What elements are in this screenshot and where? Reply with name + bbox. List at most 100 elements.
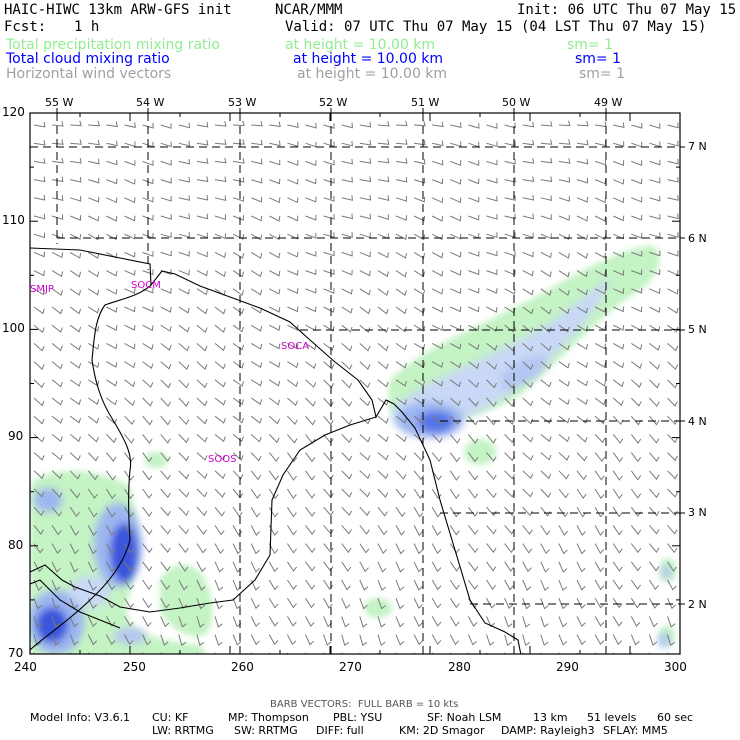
wind-barb	[69, 561, 79, 573]
wind-barb	[70, 139, 82, 145]
wind-barb	[594, 579, 605, 591]
wind-barb	[341, 634, 350, 647]
wind-barb	[359, 213, 372, 220]
wind-barb	[612, 197, 625, 204]
wind-barb	[594, 415, 606, 425]
wind-barb	[250, 324, 263, 332]
wind-barb	[612, 525, 623, 536]
wind-barb	[359, 488, 371, 498]
wind-barb	[51, 343, 63, 352]
wind-barb	[323, 159, 335, 166]
wind-barb	[522, 176, 535, 183]
wind-barb	[504, 213, 516, 220]
station-label: SOCA	[281, 341, 310, 352]
wind-barb	[341, 343, 353, 352]
wind-barb	[612, 415, 624, 426]
wind-barb	[214, 361, 226, 370]
wind-barb	[504, 579, 514, 591]
lat-label: 6 N	[688, 232, 707, 245]
km-scheme: KM: 2D Smagor	[399, 724, 485, 737]
y-tick-label: 80	[8, 538, 24, 552]
wind-barb	[449, 616, 460, 627]
wind-barb	[377, 306, 389, 315]
wind-barb	[305, 160, 317, 167]
wind-barb	[51, 214, 64, 220]
wind-barb	[468, 543, 479, 554]
wind-barb	[576, 397, 588, 406]
wind-barb	[594, 288, 607, 295]
wind-barb	[395, 561, 405, 573]
lat-label: 2 N	[688, 598, 707, 611]
wind-barb	[558, 177, 571, 183]
wind-barb	[51, 415, 63, 424]
wind-barb	[88, 215, 100, 222]
wind-barb	[504, 488, 516, 498]
wind-barb	[269, 324, 281, 331]
wind-barb	[323, 452, 334, 462]
wind-barb	[142, 415, 153, 426]
wind-barb	[142, 579, 153, 590]
wind-barb	[69, 616, 79, 628]
wind-barb	[305, 379, 317, 388]
wind-barb	[341, 250, 353, 257]
wind-barb	[160, 634, 169, 646]
wind-barb	[486, 232, 498, 238]
wind-barb	[630, 379, 642, 388]
wind-barb	[359, 121, 372, 128]
wind-barb	[269, 306, 281, 313]
wind-barb	[486, 470, 497, 481]
fcst-label: Fcst:	[4, 19, 47, 35]
wind-barb	[649, 434, 660, 444]
wind-barb	[449, 579, 460, 590]
wind-barb	[196, 525, 207, 535]
wind-barb	[413, 616, 423, 628]
wind-barb	[214, 139, 227, 145]
y-tick-label: 70	[8, 646, 24, 660]
wind-barb	[540, 157, 553, 164]
wind-barb	[630, 616, 641, 627]
wind-barb	[269, 342, 281, 350]
wind-barb	[558, 579, 568, 592]
fcst-value: 1 h	[74, 19, 100, 35]
wind-barb	[33, 470, 45, 480]
wind-barb	[594, 488, 605, 500]
wind-barb	[33, 634, 42, 647]
lat-label: 4 N	[688, 415, 707, 428]
wind-barb	[468, 342, 480, 351]
wind-barb	[359, 306, 371, 315]
wind-barb	[305, 141, 317, 148]
wind-barb	[468, 141, 480, 148]
wind-barb	[250, 288, 263, 296]
wind-barb	[540, 579, 550, 592]
wind-barb	[413, 634, 423, 646]
wind-barb	[33, 213, 46, 220]
wind-barb	[250, 470, 262, 481]
wind-barb	[87, 543, 97, 555]
wind-barb	[160, 543, 171, 553]
wind-barb	[142, 525, 153, 535]
wind-barb	[323, 525, 334, 535]
wind-barb	[33, 525, 44, 535]
wind-barb	[540, 488, 552, 498]
wind-barb	[486, 452, 497, 462]
wind-barb	[33, 324, 45, 334]
wind-barb	[667, 232, 679, 238]
y-tick-label: 110	[2, 213, 25, 227]
lat-label: 7 N	[688, 140, 707, 153]
wind-barb	[51, 434, 63, 443]
wind-barb	[630, 506, 642, 517]
wind-barb	[70, 215, 82, 221]
wind-barb	[124, 342, 136, 350]
wind-barb	[631, 251, 643, 257]
lon-label: 51 W	[411, 96, 440, 109]
wind-barb	[88, 342, 100, 350]
wind-barb	[214, 452, 226, 461]
wind-barb	[51, 195, 64, 201]
wind-barb	[612, 397, 624, 407]
wind-barb	[196, 343, 208, 352]
wind-barb	[359, 176, 372, 183]
wind-barb	[395, 525, 406, 536]
wind-barb	[69, 288, 82, 296]
wind-barb	[467, 452, 479, 463]
wind-barb	[232, 525, 243, 536]
